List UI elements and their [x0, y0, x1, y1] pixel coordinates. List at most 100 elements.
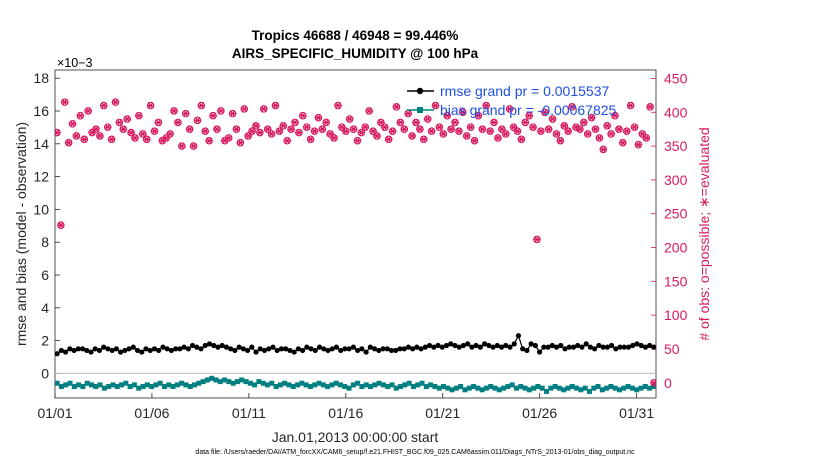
obs-point	[603, 121, 612, 130]
obs-point	[99, 101, 108, 110]
rmse-point	[333, 344, 340, 350]
obs-point	[537, 127, 545, 136]
rmse-point	[405, 344, 412, 350]
obs-point	[513, 127, 522, 136]
bias-point	[522, 385, 528, 391]
obs-point	[252, 121, 260, 130]
left-y-tick-label: 6	[41, 267, 49, 283]
bias-point	[320, 382, 326, 388]
obs-point	[470, 136, 479, 145]
series-layer	[55, 98, 656, 394]
bias-point	[170, 384, 176, 390]
x-axis-label: Jan.01,2013 00:00:00 start	[272, 429, 439, 445]
bias-point	[213, 377, 219, 383]
rmse-point	[642, 344, 649, 350]
rmse-point	[257, 346, 263, 352]
bias-point	[423, 384, 429, 390]
rmse-point	[473, 342, 479, 349]
obs-point	[615, 125, 623, 133]
rmse-point	[177, 346, 183, 352]
rmse-point	[156, 347, 162, 354]
bias-point	[260, 380, 266, 386]
bias-point	[647, 385, 653, 391]
bias-point	[496, 387, 502, 393]
obs-point	[341, 127, 350, 136]
obs-point	[373, 132, 381, 140]
obs-point	[478, 125, 487, 133]
rmse-point	[452, 342, 458, 349]
bias-point	[342, 384, 348, 390]
rmse-point	[600, 344, 606, 350]
obs-point	[259, 105, 268, 113]
rmse-point	[393, 347, 399, 354]
bias-point	[505, 384, 511, 390]
obs-point	[451, 118, 459, 127]
bias-point	[617, 387, 623, 393]
obs-point	[408, 132, 416, 140]
obs-point	[552, 130, 561, 138]
rmse-point	[122, 347, 128, 354]
obs-point	[591, 125, 600, 133]
obs-point	[486, 127, 494, 136]
obs-point	[587, 113, 596, 122]
obs-point	[213, 125, 221, 133]
bias-point	[518, 384, 524, 390]
rmse-point	[481, 341, 488, 347]
bias-point	[531, 385, 537, 391]
obs-point	[388, 127, 397, 136]
obs-point	[583, 130, 592, 138]
obs-point	[466, 123, 475, 131]
obs-point	[228, 109, 237, 118]
bias-point	[80, 384, 86, 390]
obs-point	[181, 109, 190, 118]
bias-point	[264, 382, 270, 388]
right-y-tick-label: 250	[664, 206, 688, 222]
obs-point	[416, 125, 424, 133]
obs-point	[142, 135, 151, 144]
bias-point	[380, 382, 386, 388]
rmse-point	[558, 342, 564, 349]
obs-point	[560, 121, 569, 130]
obs-point	[322, 118, 331, 127]
rmse-point	[418, 346, 424, 352]
bias-point	[217, 379, 223, 385]
rmse-point	[579, 344, 585, 350]
right-y-axis: 0 50 100 150 200 250 300 350 400 450	[651, 70, 688, 391]
bias-point	[471, 384, 477, 390]
rmse-point	[376, 347, 382, 354]
rmse-point	[295, 346, 301, 352]
rmse-point	[329, 346, 335, 352]
obs-point	[111, 98, 120, 106]
bias-point	[591, 385, 597, 391]
bias-point	[174, 382, 180, 388]
bias-point	[106, 384, 112, 390]
bias-point	[303, 382, 309, 388]
obs-point	[295, 128, 303, 137]
obs-point	[150, 127, 159, 136]
bias-point	[209, 375, 215, 381]
obs-point	[365, 107, 373, 115]
bias-point	[513, 385, 519, 391]
bias-point	[88, 382, 94, 388]
rmse-point	[410, 346, 416, 352]
bias-point	[239, 377, 245, 383]
bias-point	[453, 385, 459, 391]
bias-point	[307, 384, 313, 390]
bias-point	[273, 384, 279, 390]
obs-point	[611, 111, 619, 120]
rmse-point	[359, 346, 365, 352]
obs-point	[209, 111, 217, 120]
x-tick-label: 01/31	[619, 405, 654, 421]
rmse-point	[507, 344, 513, 350]
left-y-axis: 0 2 4 6 8 10 12 14 16 18	[33, 70, 60, 381]
bias-point	[222, 377, 228, 383]
rmse-point	[490, 344, 496, 350]
rmse-point	[105, 346, 111, 352]
x-tick-label: 01/26	[522, 405, 557, 421]
rmse-point	[96, 347, 103, 354]
rmse-point	[570, 344, 577, 350]
rmse-point	[236, 344, 242, 350]
obs-point	[189, 142, 198, 150]
bias-point	[565, 385, 571, 391]
